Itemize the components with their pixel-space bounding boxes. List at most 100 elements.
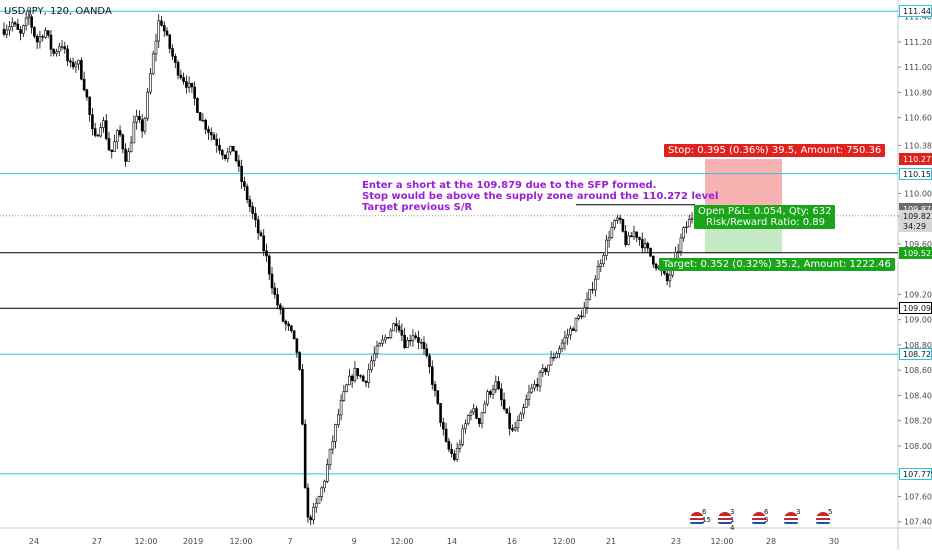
candle-body bbox=[381, 339, 384, 344]
candle-body bbox=[442, 422, 445, 430]
candle-body bbox=[649, 247, 652, 257]
candle-body bbox=[687, 218, 691, 228]
candle-body bbox=[27, 16, 31, 19]
candle-body bbox=[361, 375, 365, 382]
candle-body bbox=[414, 335, 417, 338]
x-tick-label: 2019 bbox=[183, 537, 203, 546]
candle-body bbox=[690, 217, 694, 220]
x-tick-label: 30 bbox=[829, 537, 839, 546]
candle-body bbox=[353, 368, 357, 381]
pl-label[interactable]: Open P&L: 0.054, Qty: 632 Risk/Reward Ra… bbox=[694, 205, 836, 229]
economic-event-us-4[interactable]: 3 bbox=[784, 508, 806, 524]
candle-body bbox=[605, 239, 608, 256]
candle-body bbox=[179, 74, 183, 78]
candle-body bbox=[303, 423, 307, 489]
candle-body bbox=[555, 353, 558, 359]
candle-body bbox=[444, 428, 448, 442]
economic-event-us-3[interactable]: 6 3 bbox=[752, 508, 774, 524]
candle-body bbox=[182, 77, 185, 82]
candle-body bbox=[640, 239, 644, 249]
candle-body bbox=[229, 146, 232, 153]
candle-body bbox=[345, 384, 348, 392]
candle-body bbox=[165, 30, 169, 36]
candle-body bbox=[226, 151, 230, 159]
x-tick-label: 24 bbox=[29, 537, 39, 546]
candle-body bbox=[411, 335, 415, 342]
candle-body bbox=[638, 237, 641, 240]
candle-body bbox=[162, 25, 166, 32]
candle-body bbox=[66, 48, 69, 62]
candle-body bbox=[563, 337, 567, 344]
candle-body bbox=[339, 400, 343, 416]
candle-body bbox=[8, 26, 11, 31]
target-label[interactable]: Target: 0.352 (0.32%) 35.2, Amount: 1222… bbox=[659, 258, 895, 271]
candle-body bbox=[237, 160, 241, 167]
y-tick-label: 109.600 bbox=[904, 240, 932, 249]
candle-body bbox=[538, 372, 542, 387]
candle-body bbox=[157, 20, 161, 42]
event-count: 3 bbox=[796, 508, 801, 516]
candle-body bbox=[113, 141, 116, 152]
candle-body bbox=[618, 217, 622, 220]
candle-body bbox=[522, 407, 525, 415]
candle-body bbox=[196, 98, 199, 113]
candle-body bbox=[455, 447, 459, 460]
candle-body bbox=[146, 91, 149, 119]
candle-body bbox=[22, 25, 25, 34]
candle-body bbox=[102, 120, 105, 128]
event-count: 6 3 bbox=[764, 508, 769, 524]
candle-body bbox=[469, 411, 473, 416]
candle-body bbox=[2, 28, 6, 35]
y-tick-label: 110.800 bbox=[904, 88, 932, 97]
x-tick-label: 12:00 bbox=[710, 537, 733, 546]
candle-body bbox=[88, 96, 91, 115]
candle-body bbox=[560, 342, 564, 349]
candle-body bbox=[121, 134, 125, 150]
candle-body bbox=[397, 325, 401, 331]
candle-body bbox=[643, 243, 647, 249]
candle-body bbox=[96, 135, 100, 137]
candle-body bbox=[325, 464, 329, 482]
candle-body bbox=[13, 22, 17, 25]
candle-body bbox=[49, 34, 53, 50]
candle-body bbox=[350, 375, 354, 381]
y-tick-label: 111.200 bbox=[904, 38, 932, 47]
economic-event-us-1[interactable]: 6 15 bbox=[690, 508, 712, 524]
candle-body bbox=[306, 487, 310, 518]
candle-body bbox=[323, 481, 326, 489]
candle-body bbox=[33, 27, 36, 37]
candle-body bbox=[472, 408, 476, 413]
candle-body bbox=[267, 255, 271, 275]
candle-body bbox=[588, 289, 592, 300]
candle-body bbox=[447, 441, 451, 450]
candle-body bbox=[135, 115, 138, 123]
candle-body bbox=[212, 134, 216, 140]
candle-body bbox=[549, 356, 553, 366]
candle-body bbox=[30, 16, 33, 28]
candle-body bbox=[176, 62, 180, 76]
candle-body bbox=[591, 289, 594, 291]
candle-body bbox=[527, 391, 531, 400]
candle-body bbox=[676, 250, 680, 253]
candle-body bbox=[629, 235, 633, 238]
candle-body bbox=[585, 298, 589, 309]
us-flag-icon bbox=[718, 512, 732, 524]
stop-label[interactable]: Stop: 0.395 (0.36%) 39.5, Amount: 750.36 bbox=[664, 144, 886, 157]
candle-body bbox=[171, 48, 174, 57]
event-count: 6 15 bbox=[702, 508, 711, 524]
y-tick-label: 109.200 bbox=[904, 290, 932, 299]
candle-body bbox=[290, 325, 293, 331]
candle-body bbox=[632, 231, 636, 238]
candle-body bbox=[430, 366, 434, 385]
candle-body bbox=[458, 443, 462, 449]
candle-body bbox=[24, 17, 28, 26]
economic-event-us-2[interactable]: 3 1 4 bbox=[718, 508, 740, 532]
trade-annotation: Enter a short at the 109.879 due to the … bbox=[362, 180, 718, 213]
candle-body bbox=[475, 408, 478, 419]
price-badge: 109.525 bbox=[899, 247, 932, 260]
economic-event-us-5[interactable]: 5 bbox=[816, 508, 838, 524]
candle-body bbox=[240, 165, 243, 183]
candle-body bbox=[400, 330, 404, 336]
